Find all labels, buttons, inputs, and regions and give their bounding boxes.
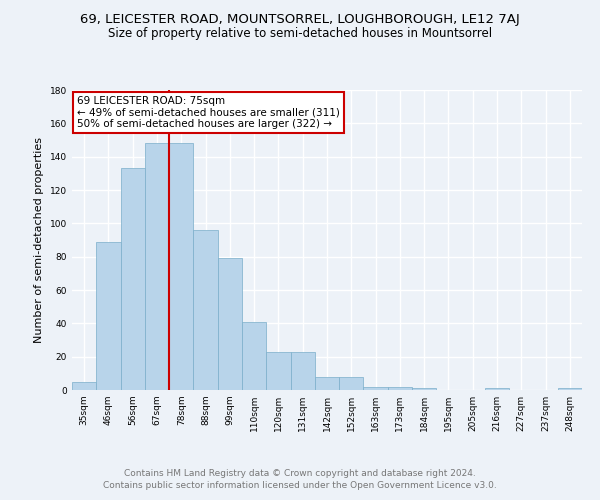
Bar xyxy=(121,168,145,390)
Bar xyxy=(218,258,242,390)
Bar xyxy=(388,386,412,390)
Bar xyxy=(242,322,266,390)
Bar xyxy=(339,376,364,390)
Bar xyxy=(96,242,121,390)
Text: 69, LEICESTER ROAD, MOUNTSORREL, LOUGHBOROUGH, LE12 7AJ: 69, LEICESTER ROAD, MOUNTSORREL, LOUGHBO… xyxy=(80,12,520,26)
Bar xyxy=(72,382,96,390)
Bar xyxy=(193,230,218,390)
Bar xyxy=(169,144,193,390)
Bar xyxy=(145,144,169,390)
Bar xyxy=(412,388,436,390)
Bar xyxy=(266,352,290,390)
Text: Contains HM Land Registry data © Crown copyright and database right 2024.
Contai: Contains HM Land Registry data © Crown c… xyxy=(103,468,497,490)
Bar xyxy=(558,388,582,390)
Bar xyxy=(290,352,315,390)
Bar xyxy=(315,376,339,390)
Bar xyxy=(485,388,509,390)
Text: 69 LEICESTER ROAD: 75sqm
← 49% of semi-detached houses are smaller (311)
50% of : 69 LEICESTER ROAD: 75sqm ← 49% of semi-d… xyxy=(77,96,340,129)
Text: Size of property relative to semi-detached houses in Mountsorrel: Size of property relative to semi-detach… xyxy=(108,28,492,40)
Y-axis label: Number of semi-detached properties: Number of semi-detached properties xyxy=(34,137,44,343)
Bar xyxy=(364,386,388,390)
